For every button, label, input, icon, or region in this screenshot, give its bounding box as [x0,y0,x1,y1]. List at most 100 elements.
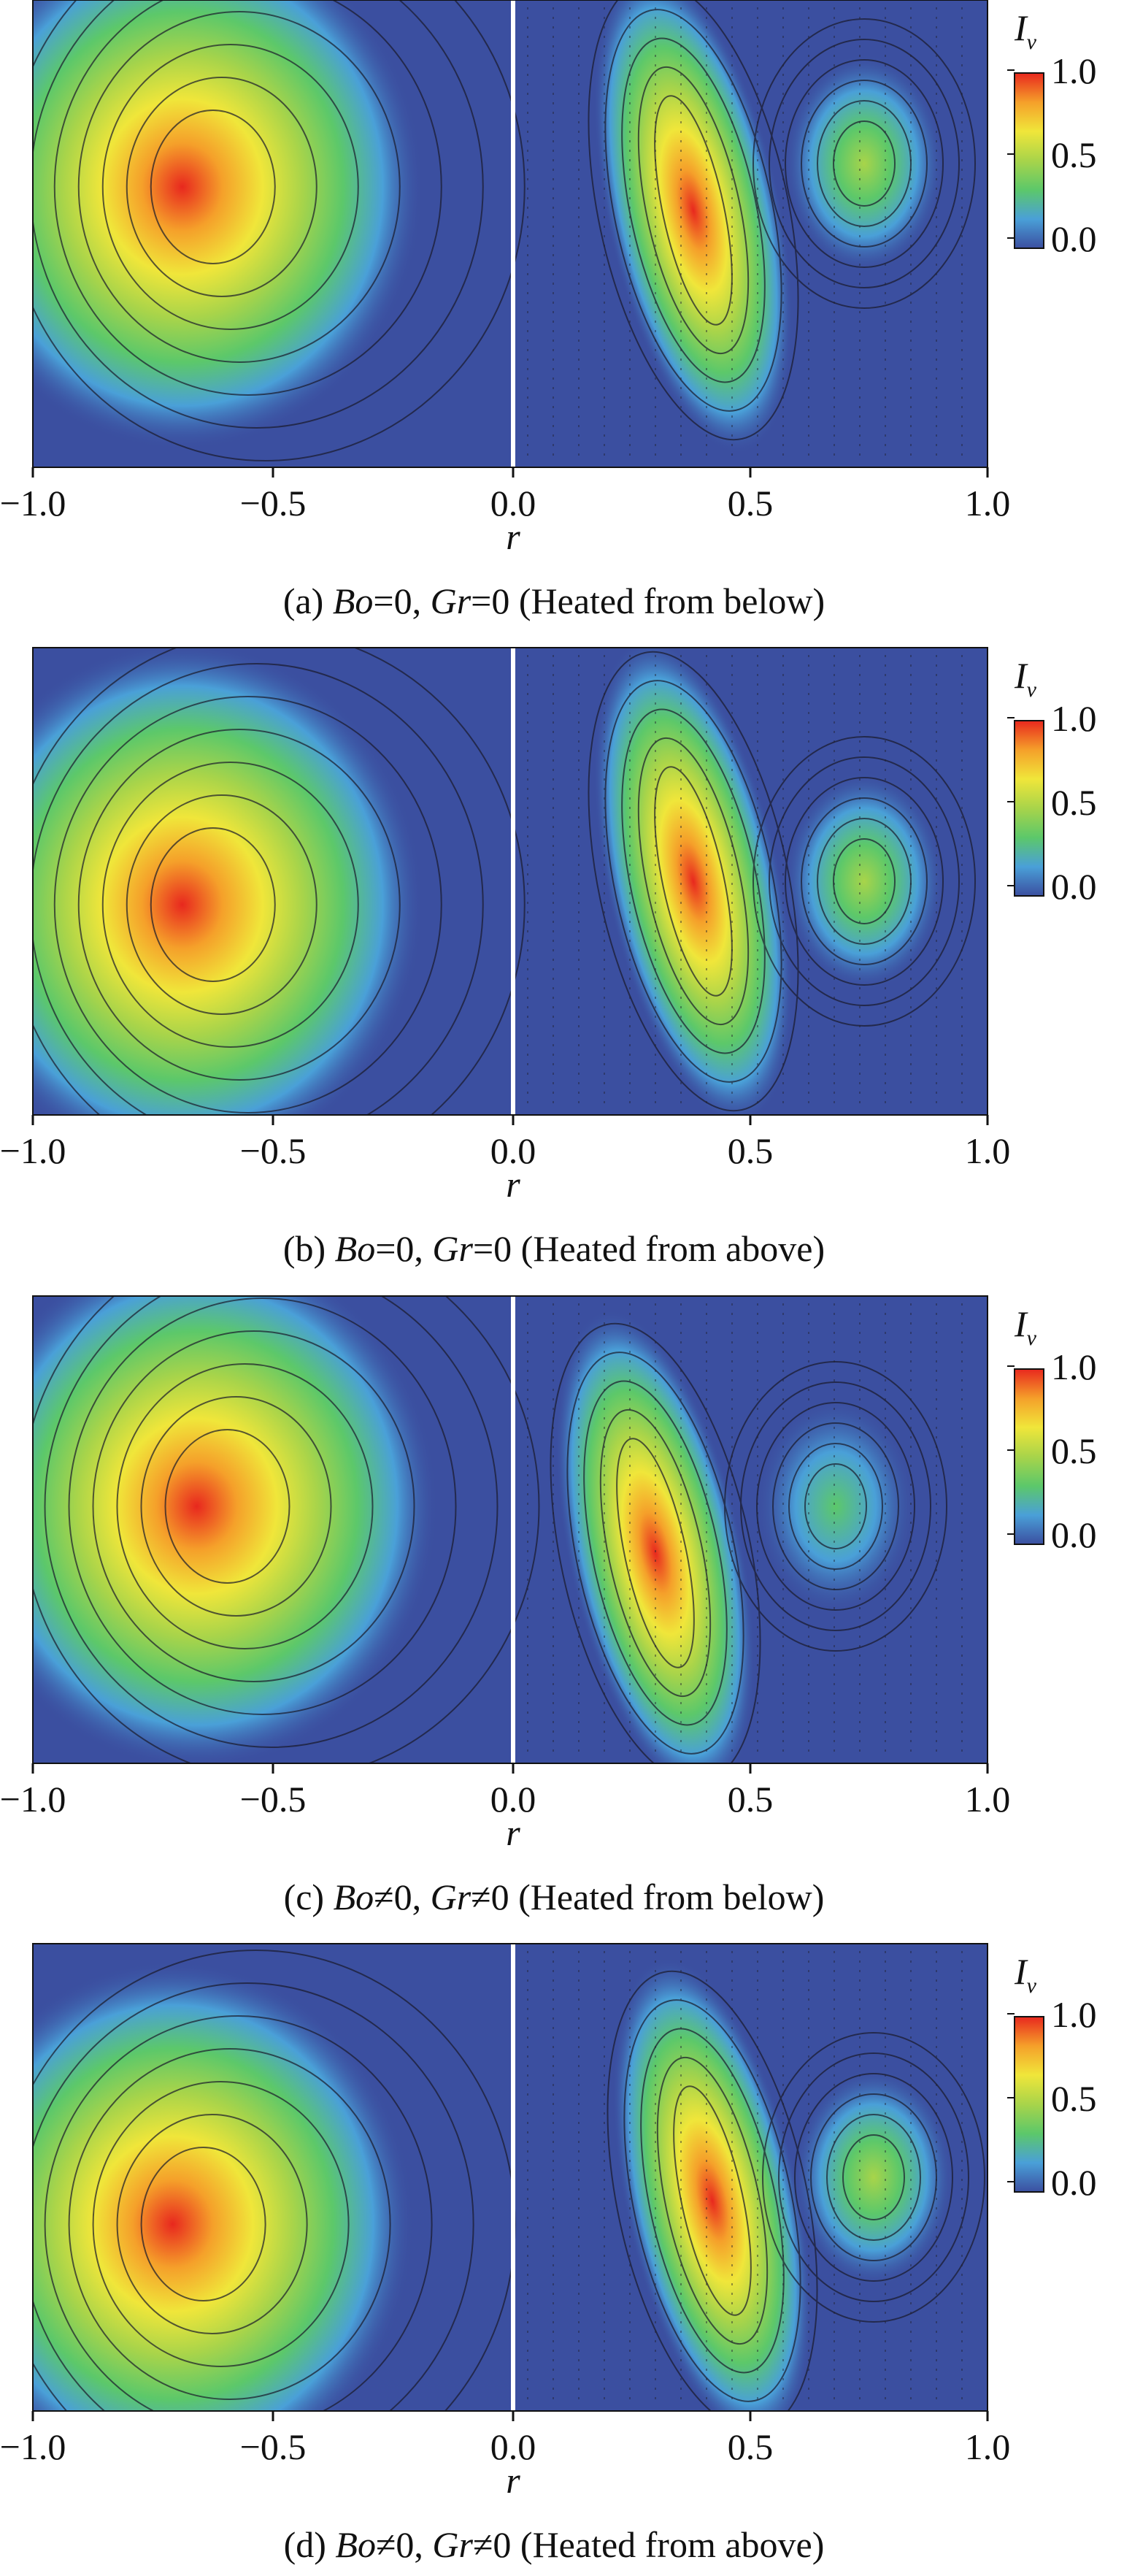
streamline-left [68,2048,391,2400]
streamline-crescent [550,1322,761,1763]
x-axis-label: r [506,1812,520,1853]
x-tick-label: 0.5 [728,1779,774,1820]
streamline-left [44,1296,499,1748]
streamlines [33,1950,985,2411]
panel-a: −1.0 −0.5 0.0 0.5 1.0 r (a) Bo=0, Gr=0 (Heated… [0,0,1097,621]
streamline-vortex [785,777,944,986]
colorbar-tick-label: 0.0 [1051,218,1097,259]
right-vortex-region [755,1397,916,1616]
x-tick-label: −0.5 [240,483,307,524]
colorbar-tick-label: 0.5 [1051,134,1097,175]
streamline-crescent [637,66,750,355]
streamline-crescent [654,95,733,326]
caption-text: (d) [284,2524,336,2565]
streamline-left [33,0,526,461]
streamline-crescent [604,9,782,412]
plot-area [33,0,988,467]
plot-frame [32,1943,988,2412]
right-vortex-region [793,2068,954,2287]
streamline-crescent [588,0,799,441]
colorbar: Iv 1.0 0.5 0.0 [1007,655,1097,907]
streamline-left [92,1330,415,1682]
colorbar-title-sub: v [1027,30,1037,54]
x-tick-label: 1.0 [965,1779,1011,1820]
streamline-vortex [810,2093,937,2261]
streamlines [33,648,976,1115]
x-tick-label: 1.0 [965,2426,1011,2467]
caption-text: (a) [283,580,333,621]
streamline-crescent [654,766,733,997]
colorbar-title: Iv [1014,7,1037,54]
streamline-vortex [785,59,944,268]
streamline-vortex [788,1443,883,1570]
streamline-vortex [769,39,960,288]
colorbar-title-sub: v [1027,1974,1037,1998]
caption-text: ≠0 (Heated from above) [473,2524,824,2565]
streamline-crescent [656,2056,769,2345]
streamline-crescent [599,1408,712,1698]
panel-caption: (c) Bo≠0, Gr≠0 (Heated from below) [284,1877,825,1917]
x-tick-label: −1.0 [0,1779,66,1820]
streamline-vortex [817,100,912,227]
streamline-left [33,1296,540,1763]
colorbar: Iv 1.0 0.5 0.0 [1007,1951,1097,2203]
colorbar-tick-label: 1.0 [1051,698,1097,739]
caption-text: ≠0, [376,2524,432,2565]
caption-text: (b) [283,1228,335,1269]
plot-frame [32,647,988,1116]
x-tick-label: 0.0 [490,1130,536,1171]
x-tick-label: −0.5 [240,1779,307,1820]
streamline-vortex [804,1463,867,1549]
streamline-left [150,827,276,982]
x-axis-label: r [506,1164,520,1205]
right-crescent-region [555,1309,756,1763]
colorbar-title-sub: v [1027,678,1037,702]
streamline-left [164,1429,290,1584]
x-tick-label: −1.0 [0,1130,66,1171]
x-tick-label: 0.0 [490,1779,536,1820]
streamline-vortex [769,756,960,1006]
x-tick-label: 0.5 [728,1130,774,1171]
x-axis-label: r [506,516,520,557]
colorbar: Iv 1.0 0.5 0.0 [1007,7,1097,259]
streamline-vortex [772,1422,899,1590]
streamline-vortex [842,2134,905,2220]
streamline-vortex [794,2073,953,2282]
colorbar-tick-label: 0.5 [1051,782,1097,823]
streamline-left [126,794,317,1015]
x-axis-label: r [506,2460,520,2501]
colorbar-title-main: I [1014,1951,1028,1992]
streamline-left [53,696,442,1113]
colorbar-title: Iv [1014,655,1037,702]
colorbar-tick-label: 1.0 [1051,1346,1097,1387]
streamline-crescent [623,1999,801,2402]
streamline-vortex [833,838,896,924]
streamline-left [140,1396,332,1617]
streamline-crescent [566,1352,744,1755]
right-crescent-region [612,1957,813,2411]
colorbar-tick-label: 0.0 [1051,2162,1097,2203]
streamline-vortex [801,797,928,965]
streamline-left [101,762,359,1048]
streamline-crescent [616,1438,695,1668]
x-tick-label: 0.0 [490,2426,536,2467]
streamline-left [53,0,442,396]
colorbar-tick-label: 1.0 [1051,50,1097,91]
streamline-left [33,1982,474,2411]
streamline-crescent [588,651,799,1112]
caption-symbol: Bo [335,1228,376,1269]
streamline-left [77,11,401,363]
streamline-crescent [583,1380,728,1726]
caption-symbol: Bo [333,580,374,621]
colorbar-title-main: I [1014,7,1028,48]
streamline-left [116,2114,308,2334]
streamline-left [116,1363,374,1649]
colorbar-tick-label: 0.5 [1051,2078,1097,2119]
colorbar: Iv 1.0 0.5 0.0 [1007,1303,1097,1555]
x-tick-label: −0.5 [240,2426,307,2467]
right-crescent-region [593,0,794,454]
streamline-crescent [640,2028,785,2374]
colorbar-tick-label: 0.0 [1051,1514,1097,1555]
caption-symbol: Gr [432,1228,473,1269]
caption-text: ≠0, [374,1877,430,1917]
